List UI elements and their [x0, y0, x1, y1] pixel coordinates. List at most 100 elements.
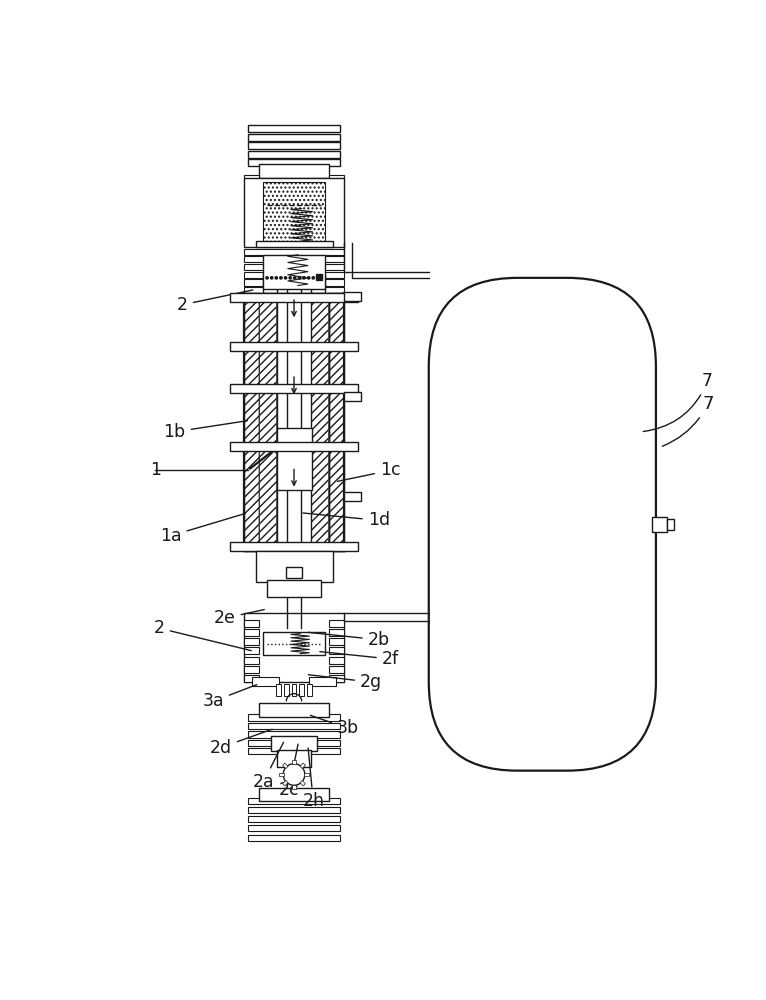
Bar	[329, 675, 344, 682]
Bar	[256, 241, 332, 247]
Circle shape	[293, 277, 296, 279]
Bar	[283, 90, 289, 96]
Bar	[244, 666, 260, 673]
Bar	[244, 249, 344, 255]
Bar	[244, 191, 260, 197]
Bar	[329, 638, 344, 645]
Bar	[244, 178, 344, 247]
Bar	[267, 580, 321, 597]
Bar	[293, 109, 296, 114]
Bar	[280, 773, 284, 776]
Text: 2g: 2g	[309, 673, 382, 691]
Bar	[248, 816, 340, 822]
Text: 2h: 2h	[303, 748, 324, 810]
Text: 1b: 1b	[164, 421, 247, 441]
Bar	[300, 684, 304, 696]
Circle shape	[289, 277, 291, 279]
Bar	[264, 632, 325, 655]
Text: 2a: 2a	[253, 742, 283, 791]
Bar	[244, 613, 344, 682]
Bar	[248, 807, 340, 813]
Bar	[244, 229, 260, 235]
Bar	[344, 292, 361, 301]
Bar	[230, 442, 358, 451]
Bar	[329, 657, 344, 664]
Bar	[283, 106, 289, 111]
Circle shape	[298, 277, 300, 279]
Circle shape	[275, 277, 277, 279]
Bar	[244, 657, 260, 664]
Bar	[244, 206, 260, 212]
Text: 1a: 1a	[160, 513, 245, 545]
Bar	[329, 199, 344, 205]
Circle shape	[303, 277, 305, 279]
Bar	[248, 748, 340, 754]
Bar	[329, 237, 344, 243]
Bar	[329, 183, 344, 189]
Bar	[329, 620, 344, 627]
Bar	[277, 750, 311, 767]
Bar	[299, 90, 304, 96]
Text: 3a: 3a	[202, 685, 257, 710]
Bar	[244, 638, 260, 645]
Bar	[329, 222, 344, 228]
Circle shape	[270, 277, 273, 279]
Bar	[248, 825, 340, 831]
Circle shape	[307, 277, 309, 279]
Text: 2e: 2e	[214, 609, 264, 627]
Bar	[303, 99, 307, 102]
Bar	[283, 763, 288, 769]
Bar	[293, 88, 296, 92]
Bar	[230, 542, 358, 551]
Bar	[344, 392, 361, 401]
Bar	[293, 760, 296, 764]
Text: 1c: 1c	[338, 461, 401, 481]
Bar	[244, 272, 344, 278]
Circle shape	[312, 277, 314, 279]
Bar	[244, 675, 260, 682]
Bar	[279, 101, 309, 112]
Text: 2: 2	[154, 619, 251, 651]
Bar	[300, 780, 306, 786]
Text: 7: 7	[643, 372, 713, 432]
Bar	[304, 773, 309, 776]
Bar	[244, 647, 260, 654]
Circle shape	[266, 277, 268, 279]
Text: 2d: 2d	[210, 729, 272, 757]
Bar	[244, 293, 260, 551]
Text: 2b: 2b	[309, 631, 390, 649]
Bar	[344, 492, 361, 501]
Bar	[329, 214, 344, 220]
Bar	[244, 620, 260, 627]
Bar	[248, 142, 340, 149]
Circle shape	[285, 92, 303, 110]
Bar	[329, 647, 344, 654]
Bar	[244, 629, 260, 636]
Text: 1d: 1d	[303, 511, 390, 529]
Bar	[299, 106, 304, 111]
Bar	[244, 279, 344, 286]
Bar	[248, 159, 340, 166]
Bar	[293, 785, 296, 789]
Bar	[329, 629, 344, 636]
Text: 7: 7	[663, 395, 714, 446]
Bar	[329, 206, 344, 212]
Bar	[316, 274, 322, 280]
FancyBboxPatch shape	[429, 278, 656, 771]
Bar	[260, 788, 329, 801]
Bar	[244, 175, 260, 182]
Bar	[271, 736, 317, 751]
Bar	[283, 780, 288, 786]
Text: 1: 1	[150, 461, 161, 479]
Bar	[248, 714, 340, 721]
Bar	[248, 731, 340, 738]
Bar	[307, 684, 312, 696]
Bar	[248, 798, 340, 804]
Bar	[248, 835, 340, 841]
Bar	[260, 164, 329, 178]
Bar	[329, 293, 344, 551]
Bar	[277, 428, 312, 490]
Bar	[252, 677, 279, 686]
Circle shape	[316, 277, 319, 279]
Bar	[244, 183, 260, 189]
